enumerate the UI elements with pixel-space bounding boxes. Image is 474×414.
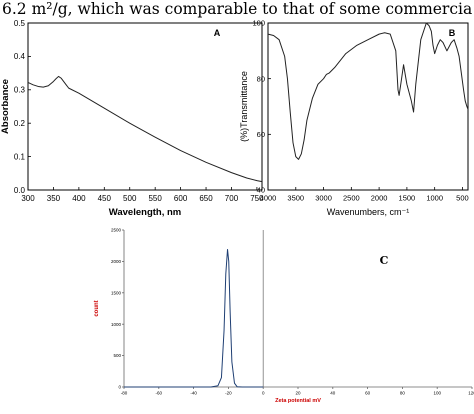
panel-a-y-label: Absorbance <box>0 79 11 134</box>
panel-a-x-tick-label: 650 <box>199 194 213 203</box>
panel-b-x-tick-label: 4000 <box>260 194 277 203</box>
panel-a-panel-label: A <box>214 28 221 38</box>
panel-a-x-tick-label: 300 <box>21 194 35 203</box>
panel-c-x-tick-label: 80 <box>400 391 406 396</box>
panel-b-x-tick-label: 2500 <box>343 194 360 203</box>
panel-c-y-tick-label: 1000 <box>111 322 122 327</box>
panel-c-y-tick-label: 1500 <box>111 290 122 295</box>
panel-b-x-tick-label: 2000 <box>371 194 388 203</box>
panel-c-y-tick-label: 500 <box>113 353 121 358</box>
panel-c-y-tick-label: 0 <box>118 385 121 390</box>
panel-b-x-tick-label: 3500 <box>287 194 304 203</box>
panel-c-y-tick-label: 2500 <box>111 228 122 233</box>
panel-b-y-tick-label: 100 <box>252 19 265 28</box>
panel-c-x-tick-label: -40 <box>190 391 197 396</box>
panel-c-panel-label: C <box>380 254 389 267</box>
panel-c-x-label: Zeta potential mV <box>275 398 321 404</box>
panel-b-x-label: Wavenumbers, cm⁻¹ <box>327 207 409 217</box>
panel-b-x-tick-label: 1500 <box>399 194 416 203</box>
panel-c-x-tick-label: 120 <box>468 391 474 396</box>
panel-c-y-tick-label: 2000 <box>111 259 122 264</box>
panel-c-x-tick-label: -60 <box>156 391 163 396</box>
panel-a-x-tick-label: 350 <box>47 194 61 203</box>
panel-b-y-tick-label: 60 <box>257 130 265 139</box>
panel-b-series-line <box>267 22 469 160</box>
panel-b-frame <box>267 22 469 191</box>
panel-c-x-tick-label: -20 <box>225 391 232 396</box>
panel-a-x-tick-label: 550 <box>148 194 162 203</box>
caption-text: 6.2 m²/g, which was comparable to that o… <box>2 0 472 18</box>
panel-c-series-line <box>124 248 264 388</box>
panel-a-y-tick-label: 0.1 <box>14 152 26 161</box>
panel-a-x-tick-label: 400 <box>72 194 86 203</box>
panel-a-x-tick-label: 500 <box>123 194 137 203</box>
panel-a-y-tick-label: 0.4 <box>14 52 26 61</box>
panel-a-frame <box>27 22 263 191</box>
panel-c-y-label: count <box>94 300 100 316</box>
panel-a-x-label: Wavelength, nm <box>109 207 182 218</box>
panel-a-y-tick-label: 0.5 <box>14 19 26 28</box>
panel-c-x-tick-label: 100 <box>433 391 441 396</box>
panel-a-y-tick-label: 0.3 <box>14 86 26 95</box>
panel-c-x-tick-label: 0 <box>262 391 265 396</box>
panel-b-x-tick-label: 3000 <box>315 194 332 203</box>
panel-b-y-tick-label: 80 <box>257 74 265 83</box>
panel-a-series-line <box>27 75 263 183</box>
panel-c-x-tick-label: 40 <box>330 391 336 396</box>
panel-b-panel-label: B <box>449 28 456 38</box>
panel-a-y-tick-label: 0.0 <box>14 186 26 195</box>
panel-b-y-tick-label: 40 <box>257 186 265 195</box>
panel-c-x-tick-label: 20 <box>295 391 301 396</box>
panel-c-x-tick-label: -80 <box>121 391 128 396</box>
panel-b-x-tick-label: 500 <box>456 194 469 203</box>
panel-a-x-tick-label: 450 <box>98 194 112 203</box>
panel-a-y-tick-label: 0.2 <box>14 119 26 128</box>
panel-a-x-tick-label: 700 <box>225 194 239 203</box>
panel-a-x-tick-label: 750 <box>250 194 264 203</box>
panel-b-y-label: (%)Transmittance <box>239 71 249 142</box>
panel-a-x-tick-label: 600 <box>174 194 188 203</box>
panel-c-x-tick-label: 60 <box>365 391 371 396</box>
panel-b-x-tick-label: 1000 <box>426 194 443 203</box>
